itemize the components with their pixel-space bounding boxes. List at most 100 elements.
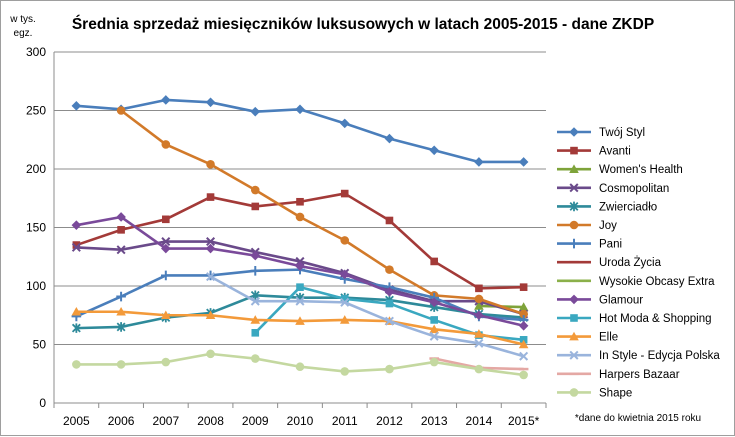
data-point: [474, 310, 484, 321]
legend-item: Twój Styl: [557, 127, 645, 139]
legend-label: Uroda Życia: [599, 256, 662, 269]
data-point: [116, 291, 126, 302]
legend-label: Glamour: [599, 294, 643, 306]
data-point: [430, 257, 438, 266]
data-point: [340, 295, 349, 303]
legend-marker: [569, 331, 579, 341]
data-point: [518, 320, 529, 331]
data-point: [295, 261, 305, 271]
x-tick-label: 2013: [421, 414, 448, 428]
legend-marker: [569, 201, 579, 212]
series-line: [209, 275, 524, 358]
y-tick-label: 100: [26, 279, 46, 293]
data-point: [519, 351, 529, 361]
data-point: [340, 189, 349, 198]
legend-label: Zwierciadło: [599, 201, 657, 213]
legend-marker: [570, 146, 578, 155]
legend-label: Harpers Bazaar: [599, 369, 680, 381]
series-12: [206, 272, 529, 361]
data-point: [474, 157, 484, 167]
data-point: [385, 265, 394, 274]
data-point: [518, 157, 529, 167]
series-line: [120, 109, 525, 316]
data-point: [429, 331, 439, 341]
data-point: [250, 265, 261, 276]
data-point: [340, 297, 350, 307]
data-point: [295, 296, 305, 306]
data-point: [161, 310, 171, 320]
data-point: [161, 357, 171, 367]
data-point: [205, 243, 216, 254]
x-tick-label: 2014: [466, 414, 493, 428]
legend-item: Wysokie Obcasy Extra: [557, 276, 715, 288]
data-point: [116, 306, 126, 316]
series-9: [71, 212, 529, 331]
y-tick-label: 0: [39, 396, 46, 410]
data-point: [339, 315, 350, 324]
data-point: [474, 301, 484, 310]
data-point: [296, 283, 304, 291]
data-point: [206, 160, 215, 169]
legend-label: Twój Styl: [599, 127, 645, 139]
data-point: [205, 97, 216, 108]
legend-item: Zwierciadło: [557, 201, 657, 213]
x-tick-label: 2010: [287, 414, 314, 428]
data-point: [116, 106, 126, 115]
data-point: [340, 236, 350, 245]
data-point: [161, 243, 171, 254]
x-tick-label: 2007: [152, 414, 179, 428]
data-point: [71, 242, 81, 252]
data-point: [250, 354, 260, 363]
data-point: [519, 283, 528, 291]
data-point: [474, 329, 484, 338]
legend-marker: [569, 220, 579, 230]
x-tick-label: 2015*: [508, 414, 540, 428]
data-point: [429, 357, 439, 367]
x-tick-label: 2011: [332, 414, 358, 428]
y-axis-ticks: 0 50 100 150 200 250 300: [26, 45, 46, 410]
legend-item: Hot Moda & Shopping: [557, 313, 712, 325]
series-lines: [71, 95, 529, 380]
legend-label: Cosmopolitan: [599, 183, 669, 195]
data-point: [519, 309, 528, 319]
data-point: [71, 220, 82, 230]
data-point: [385, 299, 394, 308]
legend-item: Pani: [557, 239, 622, 251]
data-point: [474, 294, 484, 304]
data-point: [206, 272, 216, 282]
data-point: [518, 302, 529, 311]
series-line: [76, 240, 524, 316]
legend-marker: [569, 238, 579, 249]
data-point: [161, 95, 171, 105]
legend-item: Joy: [557, 220, 617, 232]
data-point: [117, 226, 125, 234]
data-point: [251, 202, 260, 211]
data-point: [250, 296, 260, 306]
data-point: [206, 193, 215, 201]
data-point: [205, 310, 216, 320]
chart-title: Średnia sprzedaż miesięczników luksusowy…: [72, 15, 654, 33]
y-tick-label: 50: [33, 338, 47, 352]
data-point: [72, 360, 81, 369]
data-point: [384, 133, 395, 144]
data-point: [72, 241, 81, 249]
y-axis-label-line1: w tys.: [9, 14, 36, 25]
data-point: [296, 197, 304, 206]
legend-label: Shape: [599, 387, 632, 399]
data-point: [116, 322, 126, 332]
data-point: [116, 212, 126, 222]
data-point: [161, 270, 171, 281]
data-point: [429, 297, 439, 308]
data-point: [161, 237, 171, 247]
legend-item: Women's Health: [557, 164, 683, 176]
legend-item: Glamour: [557, 294, 643, 306]
data-point: [295, 212, 305, 222]
data-point: [518, 339, 529, 349]
x-tick-label: 2008: [197, 414, 224, 428]
data-point: [116, 360, 126, 369]
series-0: [71, 95, 529, 167]
data-point: [161, 140, 171, 149]
x-axis-ticks: 2005 2006 2007 2008 2009 2010 2011 2012 2013 2014…: [53, 403, 547, 428]
legend-marker: [570, 314, 578, 322]
